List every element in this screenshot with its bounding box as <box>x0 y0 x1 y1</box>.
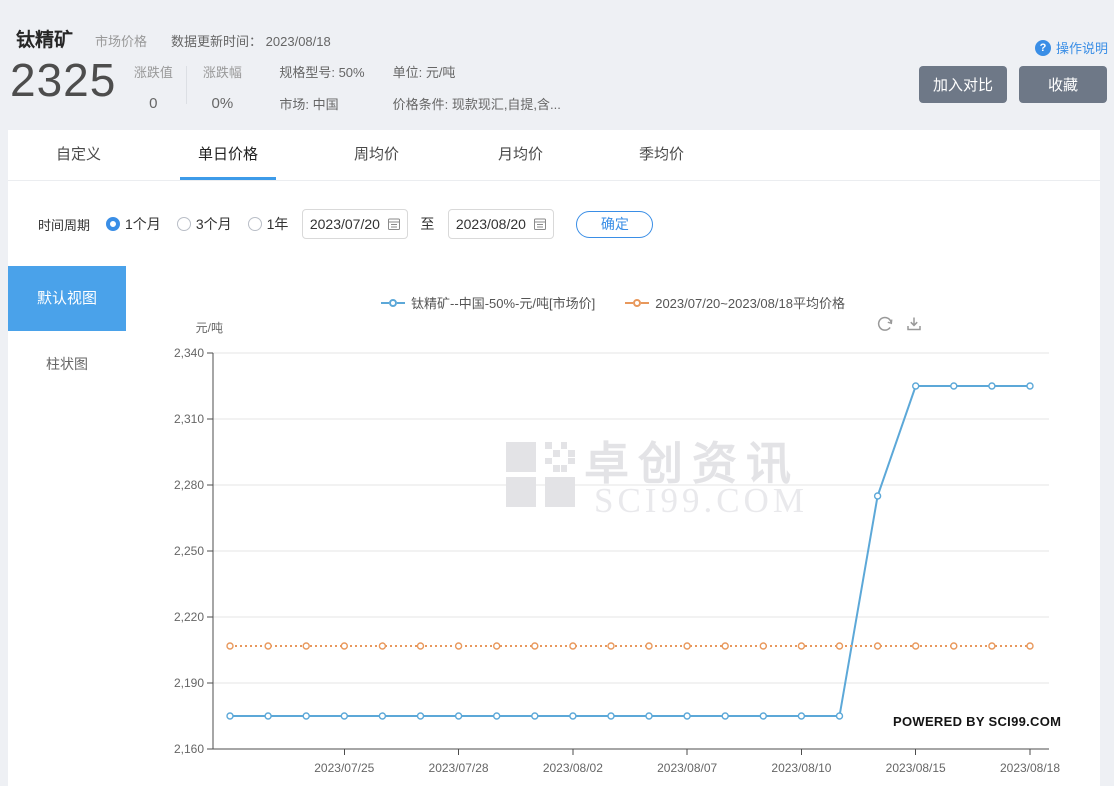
radio-3-months[interactable]: 3个月 <box>176 214 232 234</box>
svg-text:2,250: 2,250 <box>174 544 204 558</box>
svg-text:2023/08/07: 2023/08/07 <box>657 761 717 775</box>
update-time: 数据更新时间： 2023/08/18 <box>171 34 331 49</box>
header-title-row: 钛精矿 市场价格 数据更新时间： 2023/08/18 <box>16 25 331 52</box>
start-date-value: 2023/07/20 <box>309 216 380 232</box>
legend-price-series[interactable]: 钛精矿--中国-50%-元/吨[市场价] <box>381 293 595 312</box>
end-date-value: 2023/08/20 <box>455 216 526 232</box>
change-pct-block: 涨跌幅 0% <box>199 62 245 112</box>
legend-marker-icon <box>381 298 406 307</box>
vertical-divider <box>186 66 188 104</box>
favorite-button[interactable]: 收藏 <box>1019 66 1107 103</box>
help-link[interactable]: ? 操作说明 <box>1034 38 1108 57</box>
download-icon[interactable] <box>904 314 924 334</box>
tab-daily-price[interactable]: 单日价格 <box>198 130 258 180</box>
svg-text:2023/08/02: 2023/08/02 <box>543 761 603 775</box>
svg-text:元/吨: 元/吨 <box>196 321 223 335</box>
svg-text:2023/07/25: 2023/07/25 <box>314 761 374 775</box>
legend-average-series[interactable]: 2023/07/20~2023/08/18平均价格 <box>625 293 845 312</box>
market-region: 市场: 中国 <box>279 97 339 112</box>
period-radio-group: 1个月 3个月 1年 <box>90 214 288 234</box>
svg-text:2,220: 2,220 <box>174 610 204 624</box>
radio-1-year[interactable]: 1年 <box>247 214 288 234</box>
period-label: 时间周期 <box>38 217 91 233</box>
refresh-icon[interactable] <box>875 314 895 334</box>
tab-monthly-avg[interactable]: 月均价 <box>498 146 544 163</box>
market-price-label: 市场价格 <box>95 34 148 49</box>
page-title: 钛精矿 <box>16 30 74 51</box>
price-unit: 单位: 元/吨 <box>392 65 456 80</box>
svg-text:2,190: 2,190 <box>174 676 204 690</box>
price-chart: 2,160 2,190 2,220 2,250 2,280 2,310 2,340 元/吨 20… <box>174 321 1060 775</box>
price-condition: 价格条件: 现款现汇,自提,含... <box>392 97 561 112</box>
change-pct-label: 涨跌幅 <box>202 65 242 80</box>
sidebar-item-bar-chart[interactable]: 柱状图 <box>46 356 88 372</box>
filter-row: 时间周期 1个月 3个月 1年 2023/07/20 至 2023/08/20 确定 <box>8 196 1100 252</box>
help-label: 操作说明 <box>1055 41 1108 56</box>
change-pct-value: 0% <box>211 95 234 112</box>
radio-1-month[interactable]: 1个月 <box>106 214 161 234</box>
spec-model: 规格型号: 50% <box>279 65 365 80</box>
question-icon: ? <box>1034 39 1051 56</box>
change-value: 0 <box>149 95 158 112</box>
svg-text:2,280: 2,280 <box>174 478 204 492</box>
add-compare-button[interactable]: 加入对比 <box>919 66 1007 103</box>
chart-legend: 钛精矿--中国-50%-元/吨[市场价] 2023/07/20~2023/08/1… <box>126 293 1100 312</box>
radio-dot <box>176 217 191 231</box>
spec-column: 规格型号: 50% 市场: 中国 <box>279 62 364 113</box>
legend-marker-icon <box>625 298 650 307</box>
svg-text:2023/08/10: 2023/08/10 <box>771 761 831 775</box>
svg-text:2023/08/15: 2023/08/15 <box>886 761 946 775</box>
tab-weekly-avg[interactable]: 周均价 <box>354 146 400 163</box>
calendar-icon <box>387 218 400 230</box>
chart-toolbar <box>875 314 924 334</box>
svg-text:2,340: 2,340 <box>174 346 204 360</box>
unit-column: 单位: 元/吨 价格条件: 现款现汇,自提,含... <box>393 62 561 113</box>
tab-bar: 自定义 单日价格 周均价 月均价 季均价 <box>8 130 1100 181</box>
header: 钛精矿 市场价格 数据更新时间： 2023/08/18 ? 操作说明 2325 … <box>0 0 1114 130</box>
powered-by-label: POWERED BY SCI99.COM <box>893 714 1062 729</box>
sidebar-item-default-view[interactable]: 默认视图 <box>8 266 126 331</box>
start-date-input[interactable]: 2023/07/20 <box>302 209 409 239</box>
end-date-input[interactable]: 2023/08/20 <box>448 209 555 239</box>
radio-dot <box>106 217 121 231</box>
tab-quarterly-avg[interactable]: 季均价 <box>639 146 685 163</box>
content-card: 自定义 单日价格 周均价 月均价 季均价 时间周期 1个月 3个月 1年 2023/07/2… <box>8 130 1100 786</box>
current-price: 2325 <box>10 54 117 106</box>
confirm-button[interactable]: 确定 <box>576 210 654 238</box>
date-range-to-label: 至 <box>420 216 435 232</box>
svg-text:2,160: 2,160 <box>174 742 204 756</box>
svg-text:2023/08/18: 2023/08/18 <box>1000 761 1060 775</box>
svg-text:2023/07/28: 2023/07/28 <box>429 761 489 775</box>
calendar-icon <box>533 218 546 230</box>
radio-dot <box>247 217 262 231</box>
price-summary-row: 2325 涨跌值 0 涨跌幅 0% 规格型号: 50% 市场: 中国 单位: 元… <box>10 52 561 113</box>
svg-text:2,310: 2,310 <box>174 412 204 426</box>
tab-custom[interactable]: 自定义 <box>56 146 102 163</box>
change-value-label: 涨跌值 <box>133 65 173 80</box>
change-value-block: 涨跌值 0 <box>130 62 176 112</box>
